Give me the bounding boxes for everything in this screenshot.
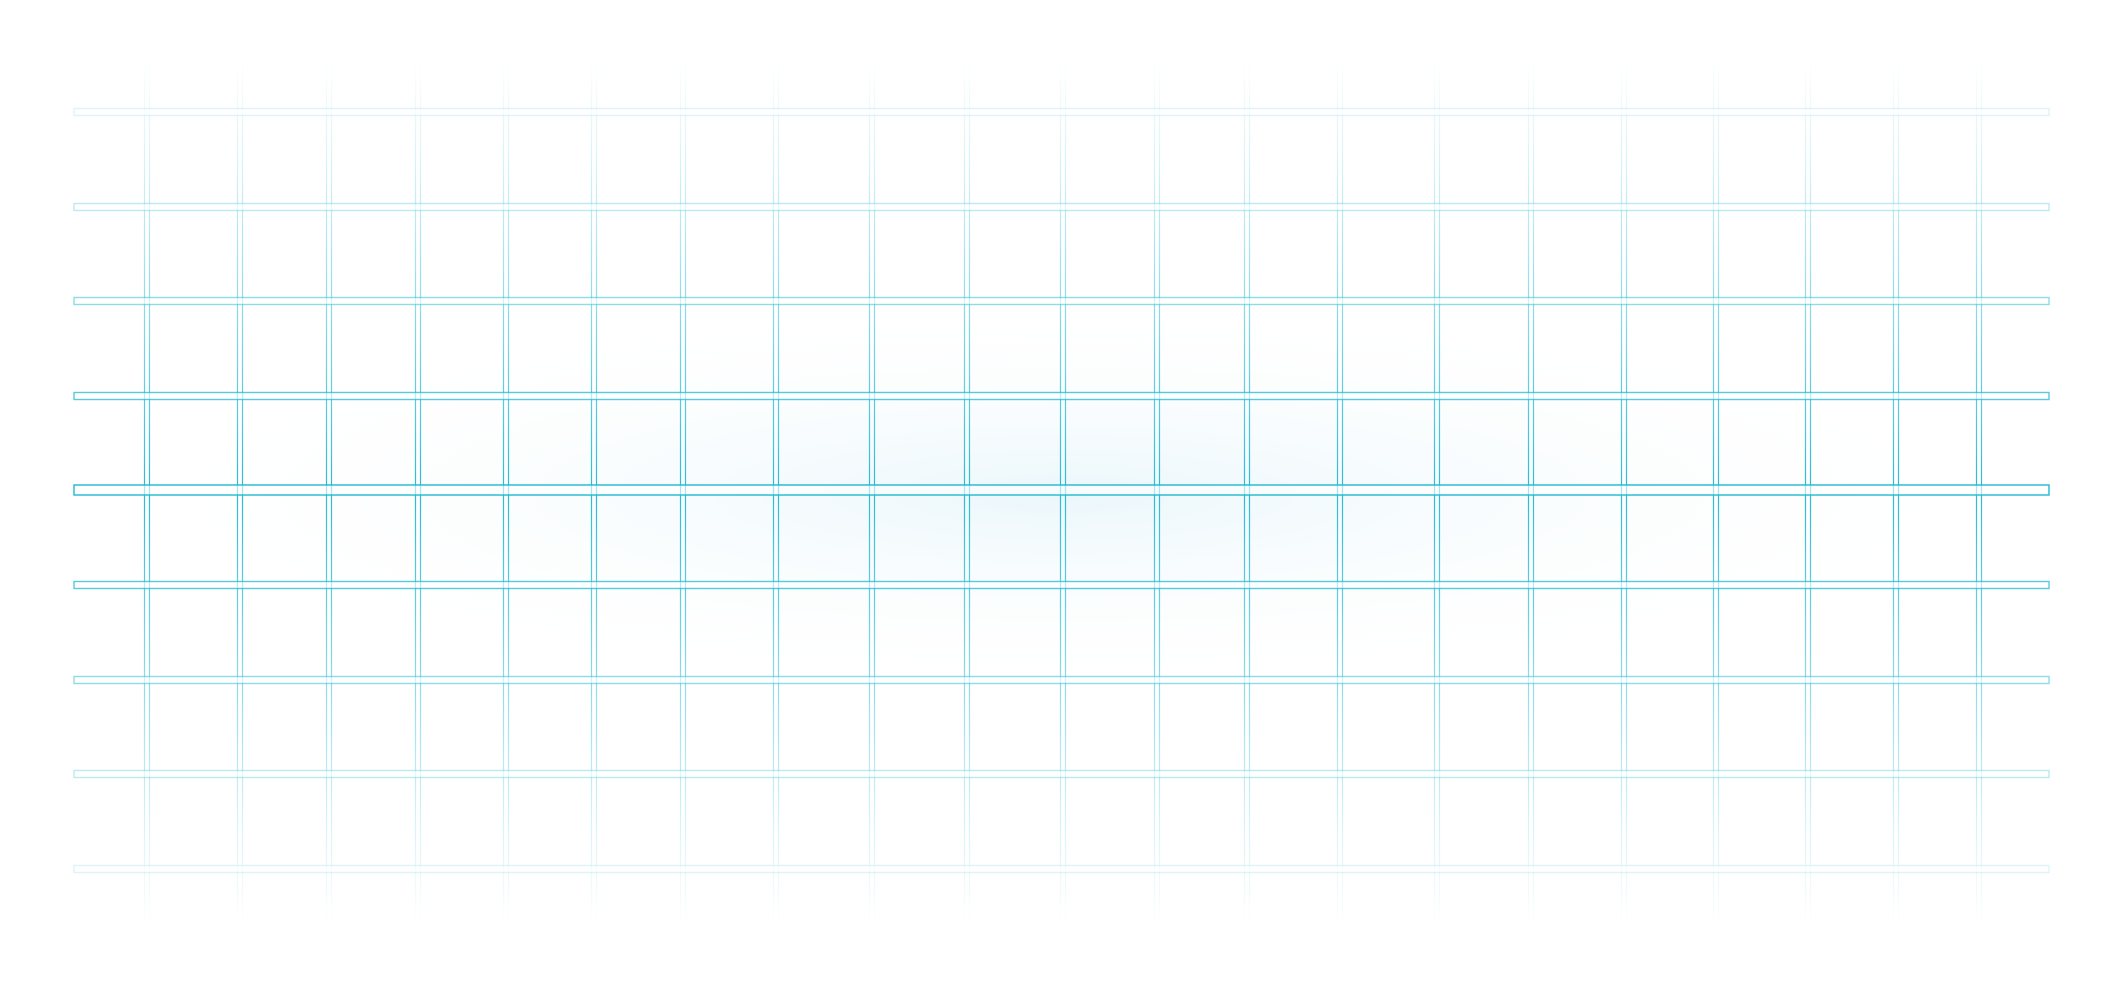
horizontal-bar-1 [73, 107, 2050, 117]
horizontal-bar-3 [73, 296, 2050, 306]
horizontal-bars [73, 107, 2050, 874]
horizontal-bar-6 [73, 580, 2050, 590]
horizontal-bar-4 [73, 391, 2050, 401]
horizontal-bar-8 [73, 769, 2050, 779]
horizontal-bar-2 [73, 202, 2050, 212]
horizontal-bar-9 [73, 864, 2050, 874]
horizontal-bar-5 [73, 484, 2050, 496]
horizontal-bar-7 [73, 675, 2050, 685]
